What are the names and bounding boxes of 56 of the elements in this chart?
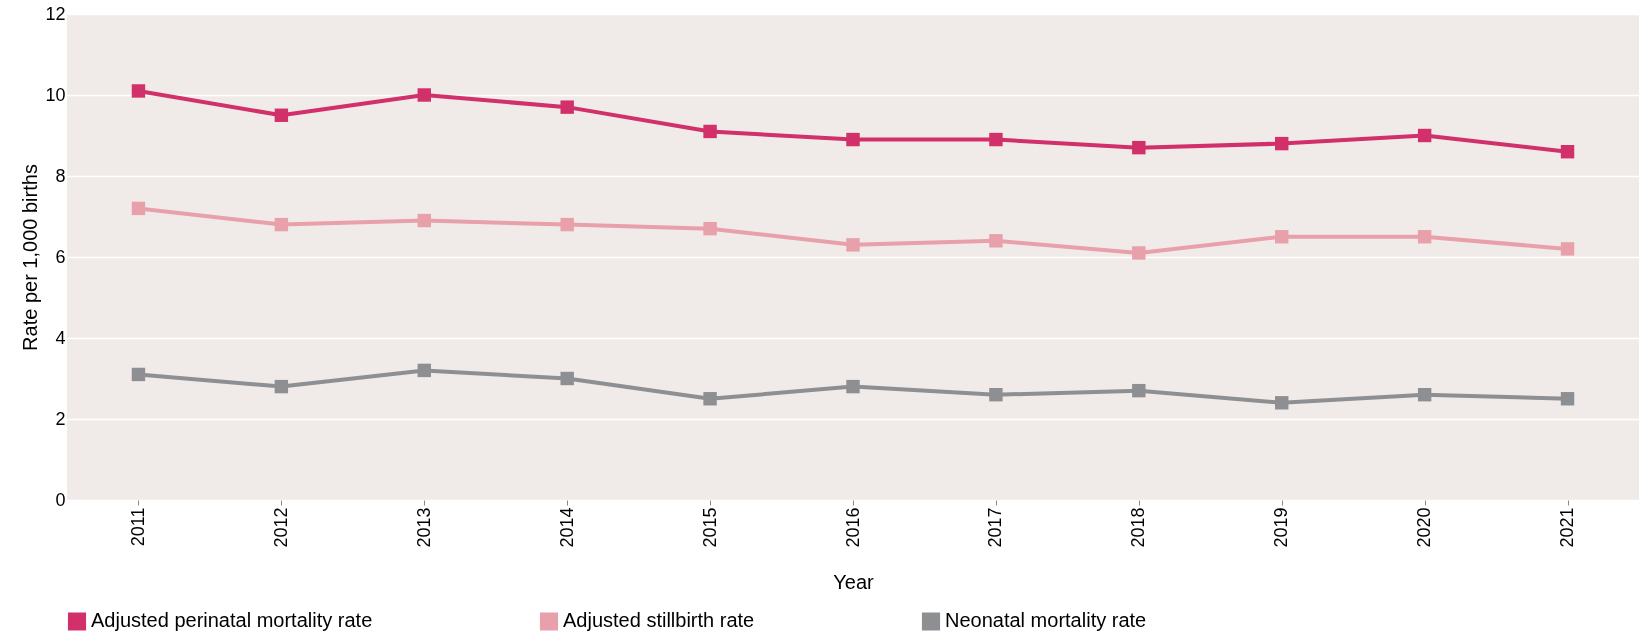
point: [274, 217, 289, 232]
x-tick-label: 2014: [556, 507, 577, 548]
point: [703, 124, 717, 139]
x-tick-label: 2019: [1271, 507, 1292, 548]
point: [1132, 246, 1146, 260]
point: [417, 88, 431, 102]
legend-label: Neonatal mortality rate: [945, 609, 1147, 632]
y-tick-label: 8: [55, 165, 66, 186]
y-tick-label: 10: [45, 84, 66, 105]
point: [417, 213, 431, 228]
point: [989, 234, 1003, 248]
point: [1132, 140, 1146, 155]
legend-label: Adjusted stillbirth rate: [563, 609, 755, 632]
y-tick-label: 4: [55, 327, 66, 348]
point: [417, 363, 431, 378]
point: [1560, 392, 1575, 406]
point: [1417, 387, 1432, 402]
point: [989, 387, 1003, 402]
point: [274, 379, 289, 394]
point: [1560, 144, 1575, 159]
point: [1275, 230, 1289, 244]
x-tick-label: 2021: [1557, 507, 1578, 548]
x-tick-label: 2018: [1128, 507, 1149, 548]
point: [846, 379, 860, 394]
y-tick-label: 0: [55, 489, 66, 510]
x-tick-label: 2015: [699, 507, 720, 548]
y-tick-label: 12: [45, 3, 66, 24]
point: [131, 84, 146, 98]
point: [846, 238, 860, 252]
point: [1417, 128, 1432, 143]
x-tick-label: 2020: [1414, 507, 1435, 548]
point: [560, 217, 574, 232]
point: [846, 132, 860, 147]
point: [1560, 242, 1575, 256]
x-tick-label: 2011: [127, 507, 148, 547]
point: [1275, 136, 1289, 151]
x-axis-title: Year: [833, 570, 875, 593]
point: [274, 108, 289, 122]
point: [703, 221, 717, 236]
point: [131, 201, 146, 216]
point: [703, 392, 717, 406]
x-tick-label: 2012: [270, 507, 291, 548]
x-tick-label: 2017: [985, 507, 1006, 548]
x-tick-label: 2016: [842, 507, 863, 548]
point: [1275, 396, 1289, 410]
point: [989, 132, 1003, 147]
y-tick-label: 2: [55, 408, 66, 429]
point: [560, 100, 574, 114]
point: [1132, 383, 1146, 398]
point: [1417, 230, 1432, 244]
point: [131, 367, 146, 382]
y-tick-label: 6: [55, 246, 66, 267]
y-axis-title: Rate per 1,000 births: [19, 164, 42, 351]
x-tick-label: 2013: [413, 507, 434, 548]
legend-label: Adjusted perinatal mortality rate: [91, 609, 373, 632]
point: [560, 371, 574, 386]
